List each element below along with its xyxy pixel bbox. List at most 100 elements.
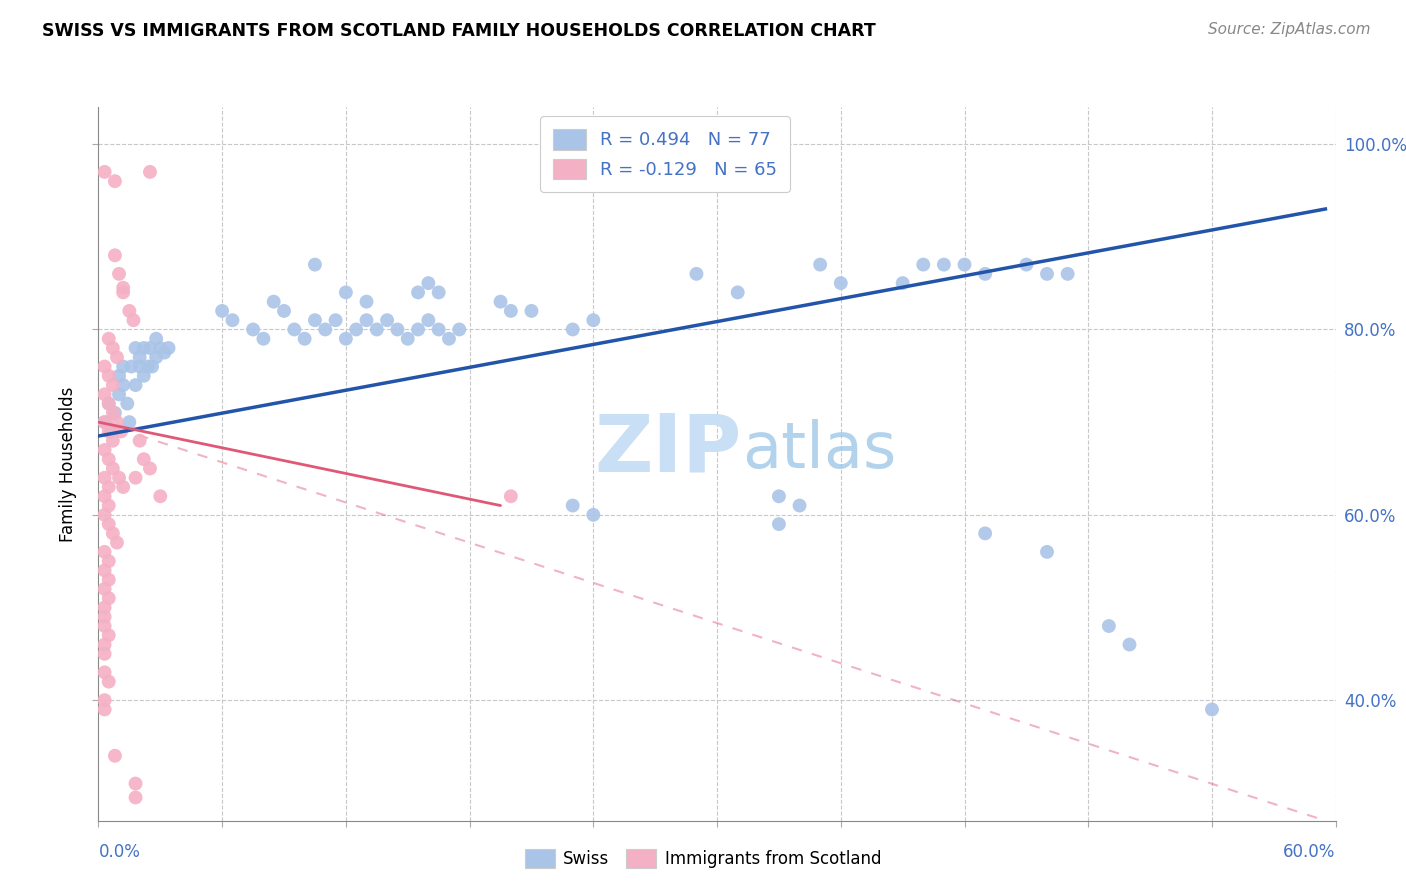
Point (97, 480, 120, 494)
Point (427, 285, 450, 300)
Point (93, 665, 115, 680)
Point (124, 471, 146, 485)
Point (112, 281, 135, 295)
Point (93, 647, 115, 661)
Point (449, 322, 471, 336)
Point (93, 619, 115, 633)
Point (974, 526, 997, 541)
Point (104, 248, 127, 262)
Legend: Swiss, Immigrants from Scotland: Swiss, Immigrants from Scotland (519, 842, 887, 875)
Point (314, 322, 336, 336)
Point (304, 313, 326, 327)
Point (211, 304, 233, 318)
Point (97, 368, 120, 383)
Point (124, 776, 146, 790)
Point (406, 285, 429, 300)
Point (520, 304, 543, 318)
Point (912, 258, 935, 272)
Text: atlas: atlas (742, 418, 896, 481)
Point (1036, 545, 1059, 559)
Point (97, 425, 120, 439)
Point (561, 499, 583, 513)
Point (108, 368, 131, 383)
Text: 60.0%: 60.0% (1284, 843, 1336, 861)
Point (242, 322, 264, 336)
Point (108, 387, 131, 401)
Point (104, 174, 127, 188)
Point (335, 285, 357, 300)
Point (141, 359, 163, 374)
Point (252, 332, 274, 346)
Point (97, 396, 120, 410)
Point (685, 267, 707, 281)
Point (112, 480, 135, 494)
Point (294, 332, 316, 346)
Point (93, 359, 115, 374)
Point (387, 322, 409, 336)
Text: ZIP: ZIP (595, 410, 742, 489)
Point (122, 313, 145, 327)
Point (808, 258, 831, 272)
Point (830, 276, 852, 290)
Point (153, 345, 176, 359)
Point (418, 313, 440, 327)
Point (108, 471, 131, 485)
Point (139, 461, 162, 475)
Point (93, 442, 115, 457)
Text: 0.0%: 0.0% (98, 843, 141, 861)
Point (139, 165, 162, 179)
Point (93, 609, 115, 624)
Point (108, 267, 131, 281)
Point (974, 267, 997, 281)
Point (396, 332, 419, 346)
Point (97, 332, 120, 346)
Point (97, 554, 120, 568)
Point (149, 341, 172, 355)
Point (561, 322, 583, 336)
Point (105, 535, 128, 549)
Point (727, 285, 749, 300)
Point (891, 276, 914, 290)
Point (335, 332, 357, 346)
Point (93, 702, 115, 716)
Point (117, 396, 139, 410)
Point (1015, 258, 1038, 272)
Point (406, 322, 429, 336)
Point (304, 258, 326, 272)
Point (1118, 638, 1140, 652)
Point (124, 378, 146, 392)
Point (344, 322, 367, 336)
Point (499, 304, 522, 318)
Point (768, 489, 790, 503)
Point (93, 600, 115, 615)
Point (124, 790, 146, 805)
Point (582, 313, 605, 327)
Point (1056, 267, 1078, 281)
Point (128, 351, 150, 365)
Point (97, 628, 120, 642)
Point (1098, 619, 1121, 633)
Point (145, 332, 167, 346)
Point (356, 294, 378, 309)
Point (1201, 702, 1223, 716)
Point (105, 415, 128, 429)
Point (97, 452, 120, 467)
Text: SWISS VS IMMIGRANTS FROM SCOTLAND FAMILY HOUSEHOLDS CORRELATION CHART: SWISS VS IMMIGRANTS FROM SCOTLAND FAMILY… (42, 22, 876, 40)
Point (104, 406, 127, 420)
Point (101, 526, 124, 541)
Point (97, 499, 120, 513)
Point (582, 508, 605, 522)
Text: Source: ZipAtlas.com: Source: ZipAtlas.com (1208, 22, 1371, 37)
Legend: R = 0.494   N = 77, R = -0.129   N = 65: R = 0.494 N = 77, R = -0.129 N = 65 (540, 116, 790, 192)
Point (97, 573, 120, 587)
Point (953, 258, 976, 272)
Point (157, 341, 180, 355)
Point (768, 517, 790, 532)
Point (366, 322, 388, 336)
Point (263, 294, 285, 309)
Point (932, 258, 955, 272)
Point (112, 359, 135, 374)
Point (93, 638, 115, 652)
Y-axis label: Family Households: Family Households (59, 386, 77, 541)
Point (101, 434, 124, 448)
